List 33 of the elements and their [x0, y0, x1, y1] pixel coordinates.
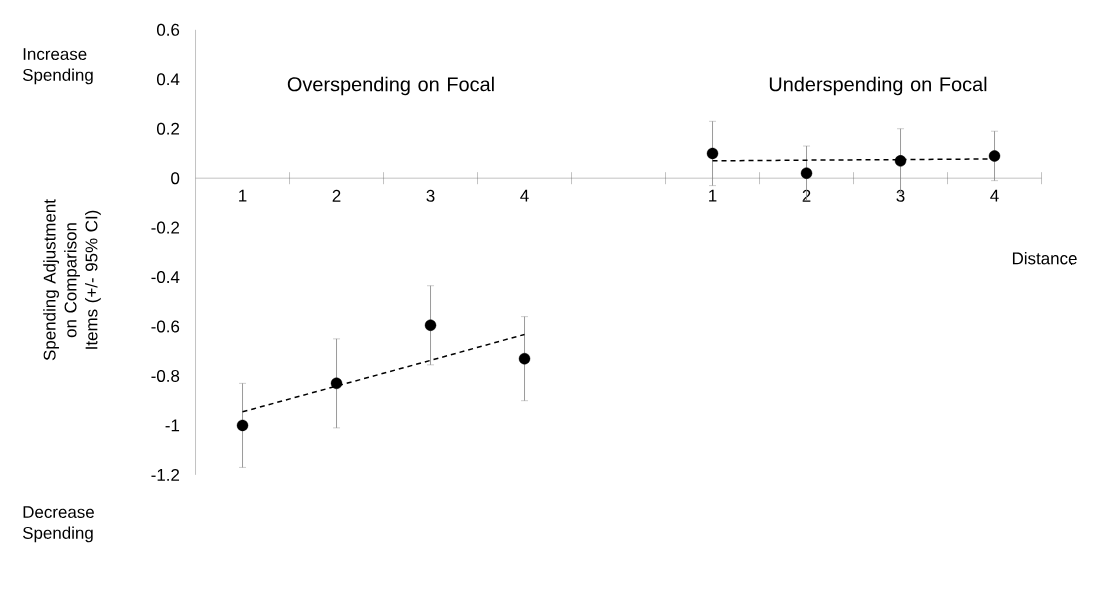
point [330, 377, 343, 390]
y-tick-label: 0 [171, 172, 180, 185]
point [894, 155, 907, 167]
y-tick-label: -0.6 [151, 320, 180, 333]
point [424, 319, 437, 331]
y-tick-label: -0.4 [151, 271, 180, 284]
point [800, 167, 813, 179]
y-tick-label: 0.4 [156, 73, 180, 86]
y-tick-label: -0.2 [151, 221, 180, 234]
x-tick-label: 3 [896, 189, 905, 202]
annotation: Overspending on Focal [287, 76, 494, 96]
y-axis-title: Spending Adjustment on Comparison Items (+/- 95% CI) [43, 199, 101, 361]
x-tick-label: 4 [990, 189, 999, 202]
y-tick-label: 0.2 [156, 122, 180, 135]
x-tick-label: 2 [802, 189, 811, 202]
x-tick-label: 3 [426, 189, 435, 202]
annotation: Underspending on Focal [769, 76, 987, 96]
x-tick-label: 4 [520, 189, 529, 202]
x-tick-label: 1 [239, 189, 247, 202]
y-tick-label: 0.6 [156, 23, 180, 36]
text: Decrease Spending [22, 506, 94, 543]
y-tick-label: -1 [165, 419, 180, 432]
point [236, 419, 249, 432]
line-series [241, 333, 526, 413]
y-tick-label: -0.8 [151, 369, 180, 382]
y-tick-label: -1.2 [151, 468, 180, 481]
point [706, 147, 719, 160]
point [988, 150, 1001, 162]
text: Increase Spending [22, 48, 93, 85]
x-tick-label: 1 [709, 189, 717, 202]
x-axis-title: Distance [1012, 251, 1077, 265]
x-tick-label: 2 [332, 189, 341, 202]
point [518, 352, 531, 365]
